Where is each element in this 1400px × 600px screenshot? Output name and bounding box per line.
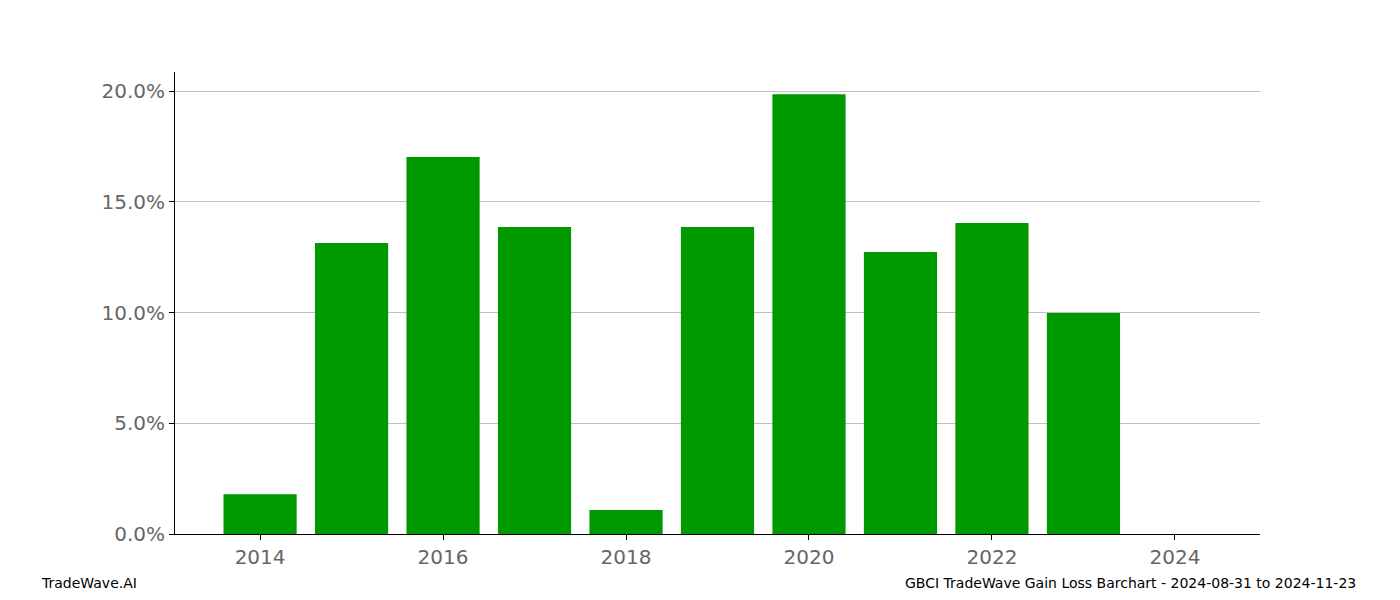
svg-text:2024: 2024 <box>1149 545 1200 569</box>
svg-text:20.0%: 20.0% <box>101 79 165 103</box>
svg-text:2014: 2014 <box>235 545 286 569</box>
svg-text:TradeWave.AI: TradeWave.AI <box>41 575 137 591</box>
svg-text:15.0%: 15.0% <box>101 190 165 214</box>
svg-text:GBCI TradeWave Gain Loss Barch: GBCI TradeWave Gain Loss Barchart - 2024… <box>905 575 1356 591</box>
svg-text:2020: 2020 <box>784 545 835 569</box>
svg-text:2022: 2022 <box>966 545 1017 569</box>
svg-text:10.0%: 10.0% <box>101 301 165 325</box>
svg-text:0.0%: 0.0% <box>114 522 165 546</box>
svg-text:2018: 2018 <box>601 545 652 569</box>
svg-text:2016: 2016 <box>418 545 469 569</box>
svg-text:5.0%: 5.0% <box>114 411 165 435</box>
